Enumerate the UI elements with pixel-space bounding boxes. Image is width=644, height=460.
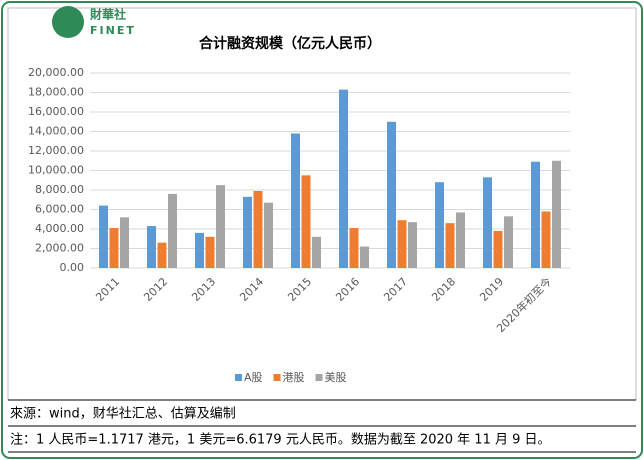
- legend-label: 港股: [283, 371, 305, 384]
- y-tick-label: 12,000.00: [28, 144, 84, 157]
- legend-swatch: [235, 374, 242, 381]
- bar: [552, 160, 561, 268]
- footer-note: 注：1 人民币=1.1717 港元，1 美元=6.6179 元人民币。数据为截至…: [10, 433, 551, 448]
- bar: [360, 246, 369, 268]
- legend-swatch: [315, 374, 323, 381]
- y-tick-label: 10,000.00: [28, 164, 84, 177]
- bar: [445, 223, 455, 268]
- bar: [349, 228, 359, 268]
- y-tick-label: 0.00: [60, 261, 85, 274]
- y-tick-label: 18,000.00: [28, 86, 84, 99]
- y-tick-label: 16,000.00: [28, 105, 84, 118]
- bar: [312, 236, 321, 268]
- bar: [483, 177, 492, 268]
- legend-label: 美股: [325, 371, 347, 384]
- y-tick-label: 4,000.00: [35, 222, 84, 235]
- y-tick-label: 14,000.00: [28, 125, 84, 138]
- brand-name: 財華社: [89, 7, 126, 22]
- bar: [147, 226, 156, 268]
- bar: [168, 193, 177, 268]
- bar: [253, 190, 263, 268]
- footer-source: 來源：wind，财华社汇总、估算及编制: [10, 406, 236, 422]
- bar: [301, 175, 311, 268]
- brand-latin: FINET: [90, 24, 136, 37]
- bar: [99, 205, 108, 268]
- legend-label: A股: [244, 371, 263, 384]
- bar: [109, 228, 119, 268]
- bar: [531, 161, 540, 268]
- chart-title: 合计融资规模（亿元人民币）: [199, 35, 381, 52]
- legend-swatch: [273, 374, 281, 381]
- y-tick-label: 6,000.00: [35, 203, 84, 216]
- bar: [339, 89, 348, 268]
- bar: [216, 185, 225, 268]
- bar: [205, 236, 215, 268]
- bar: [397, 220, 407, 268]
- bar: [120, 217, 129, 268]
- bar: [195, 232, 204, 268]
- y-tick-label: 8,000.00: [35, 183, 84, 196]
- bar: [264, 202, 273, 268]
- bar: [243, 196, 252, 268]
- bar: [493, 230, 503, 268]
- y-tick-label: 2,000.00: [35, 242, 84, 255]
- logo-icon: [52, 6, 84, 38]
- bar: [387, 121, 396, 268]
- bar: [408, 222, 417, 268]
- bar: [435, 182, 444, 268]
- bar: [291, 133, 300, 268]
- y-tick-label: 20,000.00: [28, 66, 84, 79]
- bar: [504, 216, 513, 268]
- bar: [456, 212, 465, 268]
- bar: [157, 242, 167, 268]
- bar: [541, 211, 551, 268]
